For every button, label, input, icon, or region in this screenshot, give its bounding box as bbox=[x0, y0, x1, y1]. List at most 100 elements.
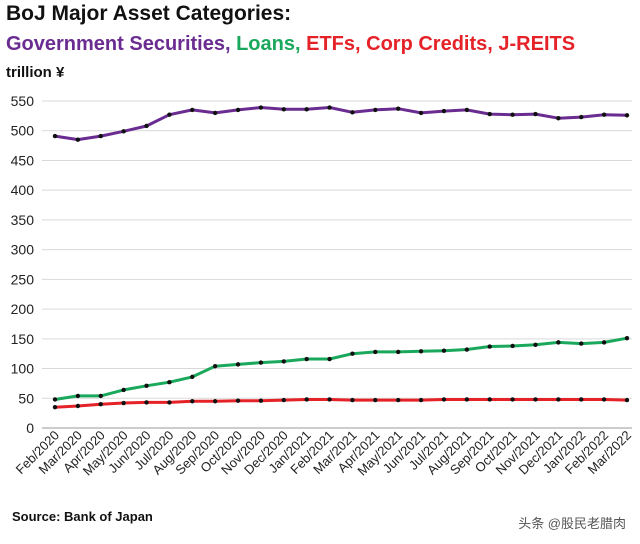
y-axis-unit-label: trillion ¥ bbox=[6, 64, 65, 81]
data-point bbox=[121, 400, 126, 406]
series-group bbox=[52, 105, 630, 410]
chart-title: BoJ Major Asset Categories: bbox=[6, 2, 292, 25]
data-point bbox=[441, 397, 447, 402]
data-point bbox=[258, 360, 264, 365]
data-point bbox=[144, 123, 149, 129]
data-point bbox=[281, 107, 286, 112]
data-point bbox=[373, 349, 378, 355]
subtitle-part: Government Securities bbox=[6, 33, 225, 55]
data-point bbox=[190, 399, 195, 404]
data-point bbox=[487, 111, 492, 117]
subtitle-part: , bbox=[295, 33, 307, 55]
data-point bbox=[533, 111, 538, 117]
data-point bbox=[281, 397, 286, 403]
data-point bbox=[464, 347, 470, 352]
data-point bbox=[212, 363, 218, 369]
y-tick-label: 250 bbox=[11, 271, 35, 287]
y-tick-label: 100 bbox=[11, 361, 35, 377]
data-point bbox=[396, 349, 401, 355]
data-point bbox=[556, 397, 561, 402]
data-point bbox=[441, 108, 447, 114]
data-point bbox=[396, 397, 401, 403]
data-point bbox=[121, 387, 126, 393]
data-point bbox=[52, 397, 58, 402]
y-tick-label: 0 bbox=[26, 420, 34, 436]
data-point bbox=[190, 107, 195, 113]
source-note: Source: Bank of Japan bbox=[12, 509, 153, 524]
data-point bbox=[167, 400, 172, 405]
data-point bbox=[418, 397, 424, 403]
data-point bbox=[601, 340, 607, 345]
data-point bbox=[533, 397, 538, 402]
x-axis-ticks: Feb/2020Mar/2020Apr/2020May/2020Jun/2020… bbox=[13, 428, 634, 479]
data-point bbox=[327, 105, 332, 110]
data-point bbox=[464, 107, 470, 113]
data-point bbox=[510, 397, 515, 402]
data-point bbox=[144, 400, 149, 405]
data-point bbox=[624, 336, 630, 341]
subtitle-part: , bbox=[224, 33, 237, 55]
y-tick-label: 500 bbox=[11, 123, 35, 139]
data-point bbox=[75, 393, 81, 399]
data-point bbox=[98, 133, 103, 139]
data-point bbox=[304, 107, 309, 112]
data-point bbox=[235, 107, 241, 113]
data-point bbox=[601, 112, 607, 117]
chart-subtitle: Government Securities, Loans, ETFs, Corp… bbox=[6, 33, 575, 56]
data-point bbox=[167, 112, 172, 117]
watermark: 头条 @股民老腊肉 bbox=[518, 516, 626, 531]
data-point bbox=[98, 393, 103, 399]
data-point bbox=[601, 397, 607, 402]
data-point bbox=[190, 374, 195, 380]
series-line bbox=[54, 398, 628, 409]
data-point bbox=[52, 133, 58, 139]
data-point bbox=[167, 380, 172, 385]
data-point bbox=[579, 397, 584, 402]
data-point bbox=[350, 397, 355, 403]
data-point bbox=[98, 402, 103, 407]
data-point bbox=[75, 403, 81, 409]
y-axis-ticks: 0 50 100 150 200 250 300 350 400 450 500 550 bbox=[11, 93, 35, 436]
data-point bbox=[52, 404, 58, 410]
data-point bbox=[556, 116, 561, 121]
data-point bbox=[235, 362, 241, 367]
y-tick-label: 50 bbox=[18, 390, 34, 406]
data-point bbox=[556, 340, 561, 345]
y-tick-label: 300 bbox=[11, 242, 35, 258]
gridlines bbox=[42, 100, 632, 429]
data-point bbox=[373, 397, 378, 403]
y-tick-label: 350 bbox=[11, 212, 35, 228]
data-point bbox=[75, 137, 81, 142]
data-point bbox=[464, 397, 470, 402]
data-point bbox=[304, 356, 309, 362]
subtitle-part: Loans bbox=[236, 33, 295, 55]
data-point bbox=[281, 359, 286, 364]
data-point bbox=[624, 113, 630, 118]
y-tick-label: 200 bbox=[11, 301, 35, 317]
series-line bbox=[54, 336, 628, 401]
data-point bbox=[121, 129, 126, 134]
data-point bbox=[327, 397, 332, 402]
data-point bbox=[418, 110, 424, 116]
data-point bbox=[304, 397, 309, 402]
data-point bbox=[579, 341, 584, 346]
data-point bbox=[624, 397, 630, 403]
data-point bbox=[487, 344, 492, 349]
subtitle-part: ETFs, Corp Credits, J-REITS bbox=[306, 33, 576, 55]
data-point bbox=[487, 397, 492, 402]
data-point bbox=[212, 399, 218, 404]
data-point bbox=[258, 105, 264, 110]
data-point bbox=[441, 348, 447, 353]
series-line bbox=[54, 106, 628, 142]
data-point bbox=[510, 343, 515, 349]
data-point bbox=[350, 110, 355, 115]
y-tick-label: 150 bbox=[11, 331, 35, 347]
data-point bbox=[373, 107, 378, 113]
data-point bbox=[533, 342, 538, 347]
data-point bbox=[579, 114, 584, 120]
y-tick-label: 550 bbox=[11, 93, 35, 109]
data-point bbox=[396, 106, 401, 111]
data-point bbox=[418, 349, 424, 354]
data-point bbox=[212, 110, 218, 116]
